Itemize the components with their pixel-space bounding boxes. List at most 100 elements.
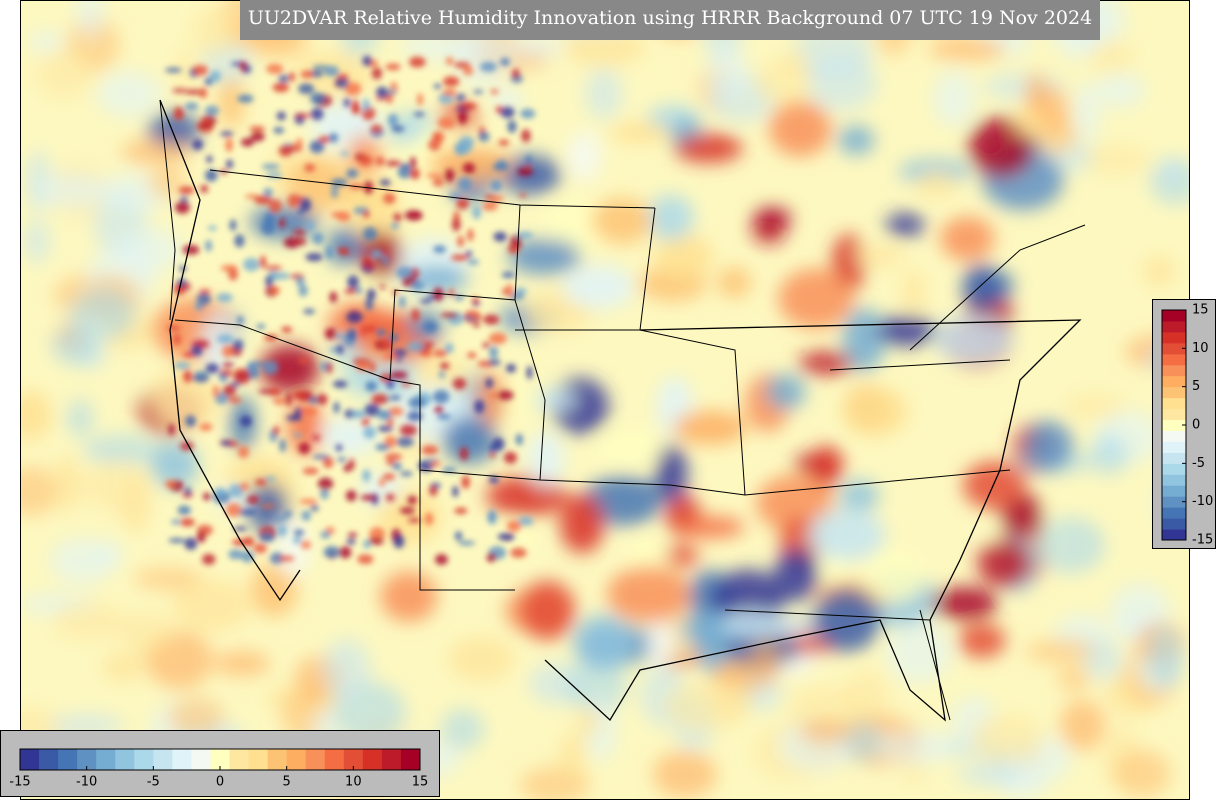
speck (411, 308, 420, 322)
speck (220, 131, 234, 137)
speck (506, 520, 522, 532)
speck (236, 315, 244, 326)
blob (877, 730, 956, 765)
speck (346, 311, 363, 324)
colorbar-tick-label: -15 (9, 775, 30, 790)
colorbar-swatch (1162, 342, 1186, 355)
speck (459, 447, 469, 461)
blob (527, 431, 564, 487)
speck (440, 312, 459, 319)
blob (1001, 492, 1044, 546)
speck (204, 169, 218, 182)
speck (265, 476, 276, 482)
speck (229, 219, 237, 231)
speck (444, 343, 454, 354)
blob (133, 567, 203, 591)
speck (407, 517, 421, 523)
speck (396, 266, 413, 280)
colorbar-swatch (324, 749, 345, 770)
speck (178, 186, 195, 195)
blob (23, 219, 50, 264)
speck (366, 288, 376, 300)
speck (279, 438, 286, 453)
speck (429, 485, 438, 497)
speck (295, 276, 305, 287)
speck (356, 286, 363, 295)
blob (1057, 666, 1091, 693)
blob (854, 245, 906, 268)
speck (300, 407, 318, 416)
speck (298, 442, 311, 454)
blob (674, 516, 745, 538)
speck (404, 210, 423, 221)
blob (66, 399, 94, 438)
blob (1142, 255, 1176, 287)
speck (227, 396, 242, 404)
speck (300, 540, 312, 549)
speck (192, 371, 210, 383)
blob (1113, 749, 1171, 798)
speck (489, 195, 504, 202)
speck (310, 107, 324, 121)
speck (174, 201, 190, 214)
blob (754, 59, 813, 106)
speck (377, 425, 393, 432)
speck (347, 532, 358, 538)
blob (753, 207, 792, 229)
colorbar-swatch (77, 749, 97, 770)
speck (239, 415, 252, 427)
blob (1159, 156, 1186, 185)
speck (326, 362, 333, 374)
colorbar-swatch (1162, 364, 1186, 377)
speck (299, 498, 318, 505)
speck (268, 199, 282, 214)
speck (266, 63, 284, 74)
speck (387, 113, 399, 127)
speck (390, 223, 400, 229)
speck (338, 546, 352, 559)
colorbar-swatch (305, 749, 326, 770)
blob (842, 386, 908, 437)
speck (184, 486, 192, 497)
colorbar-tick-label: -5 (147, 775, 160, 790)
blob (1023, 420, 1074, 472)
blob (565, 660, 627, 713)
speck (375, 156, 385, 166)
speck (273, 398, 287, 405)
speck (437, 117, 455, 129)
speck (346, 538, 356, 545)
colorbar-swatch (1162, 441, 1186, 453)
blob (49, 538, 115, 584)
speck (359, 324, 367, 337)
speck (243, 257, 260, 272)
speck (332, 380, 348, 388)
speck (237, 445, 249, 459)
speck (379, 179, 391, 186)
speck (303, 308, 315, 315)
blob (968, 117, 1035, 178)
colorbar-swatch (1162, 353, 1186, 366)
speck (474, 399, 485, 414)
speck (409, 168, 421, 180)
colorbar-swatch (400, 749, 421, 770)
blob (932, 587, 998, 620)
colorbar-swatch (58, 749, 78, 770)
speck (324, 328, 337, 340)
blob (250, 561, 298, 617)
speck (214, 487, 227, 497)
speck (184, 537, 198, 550)
blob (322, 639, 371, 702)
colorbar-tick-label: 5 (283, 775, 291, 790)
speck (498, 139, 510, 146)
colorbar-tick-label: -15 (1192, 533, 1213, 548)
blob (20, 466, 59, 517)
speck (391, 462, 402, 470)
blob (822, 554, 849, 580)
speck (287, 193, 300, 208)
blob (83, 434, 163, 466)
blob (652, 750, 717, 798)
speck (417, 459, 434, 472)
speck (172, 88, 188, 93)
speck (185, 415, 196, 427)
speck (371, 67, 383, 80)
